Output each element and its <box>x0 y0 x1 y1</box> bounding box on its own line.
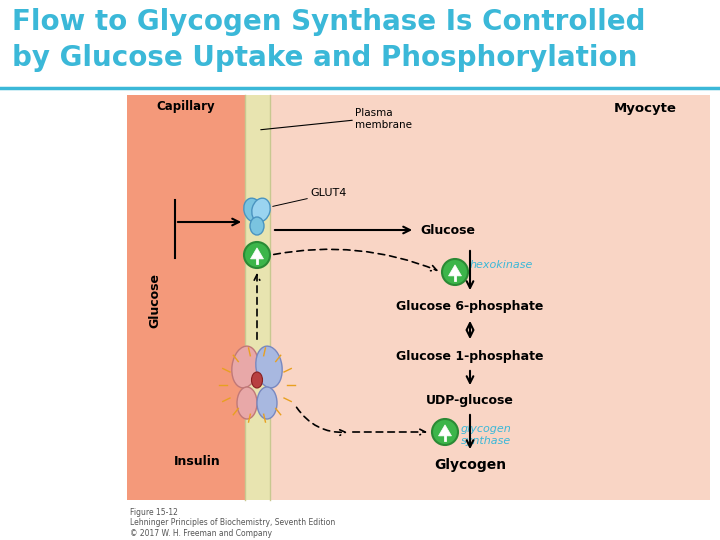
Text: Plasma
membrane: Plasma membrane <box>355 108 412 130</box>
Text: UDP-glucose: UDP-glucose <box>426 394 514 407</box>
Ellipse shape <box>244 198 262 222</box>
Ellipse shape <box>250 217 264 235</box>
Ellipse shape <box>256 346 282 388</box>
Ellipse shape <box>252 198 270 222</box>
Text: Glycogen: Glycogen <box>434 458 506 472</box>
Circle shape <box>442 259 468 285</box>
Text: Glucose 6-phosphate: Glucose 6-phosphate <box>396 300 544 313</box>
Polygon shape <box>449 265 462 276</box>
Circle shape <box>432 419 458 445</box>
Text: hexokinase: hexokinase <box>470 260 534 270</box>
Bar <box>127 95 245 500</box>
Ellipse shape <box>237 387 257 419</box>
Bar <box>270 95 710 500</box>
Text: Myocyte: Myocyte <box>613 102 676 115</box>
Text: Figure 15-12
Lehninger Principles of Biochemistry, Seventh Edition
© 2017 W. H. : Figure 15-12 Lehninger Principles of Bio… <box>130 508 336 538</box>
Circle shape <box>244 242 270 268</box>
Text: Insulin: Insulin <box>174 455 220 468</box>
Text: glycogen
synthase: glycogen synthase <box>461 424 512 446</box>
Ellipse shape <box>232 346 258 388</box>
Text: GLUT4: GLUT4 <box>310 188 346 198</box>
Text: Glucose: Glucose <box>148 273 161 327</box>
Text: Glucose 1-phosphate: Glucose 1-phosphate <box>396 350 544 363</box>
Text: Flow to Glycogen Synthase Is Controlled: Flow to Glycogen Synthase Is Controlled <box>12 8 646 36</box>
Text: Capillary: Capillary <box>157 100 215 113</box>
Polygon shape <box>438 425 451 436</box>
Ellipse shape <box>257 387 277 419</box>
Text: by Glucose Uptake and Phosphorylation: by Glucose Uptake and Phosphorylation <box>12 44 637 72</box>
Ellipse shape <box>251 372 263 388</box>
Text: Glucose: Glucose <box>420 224 475 237</box>
Bar <box>245 95 270 500</box>
Polygon shape <box>251 248 264 259</box>
